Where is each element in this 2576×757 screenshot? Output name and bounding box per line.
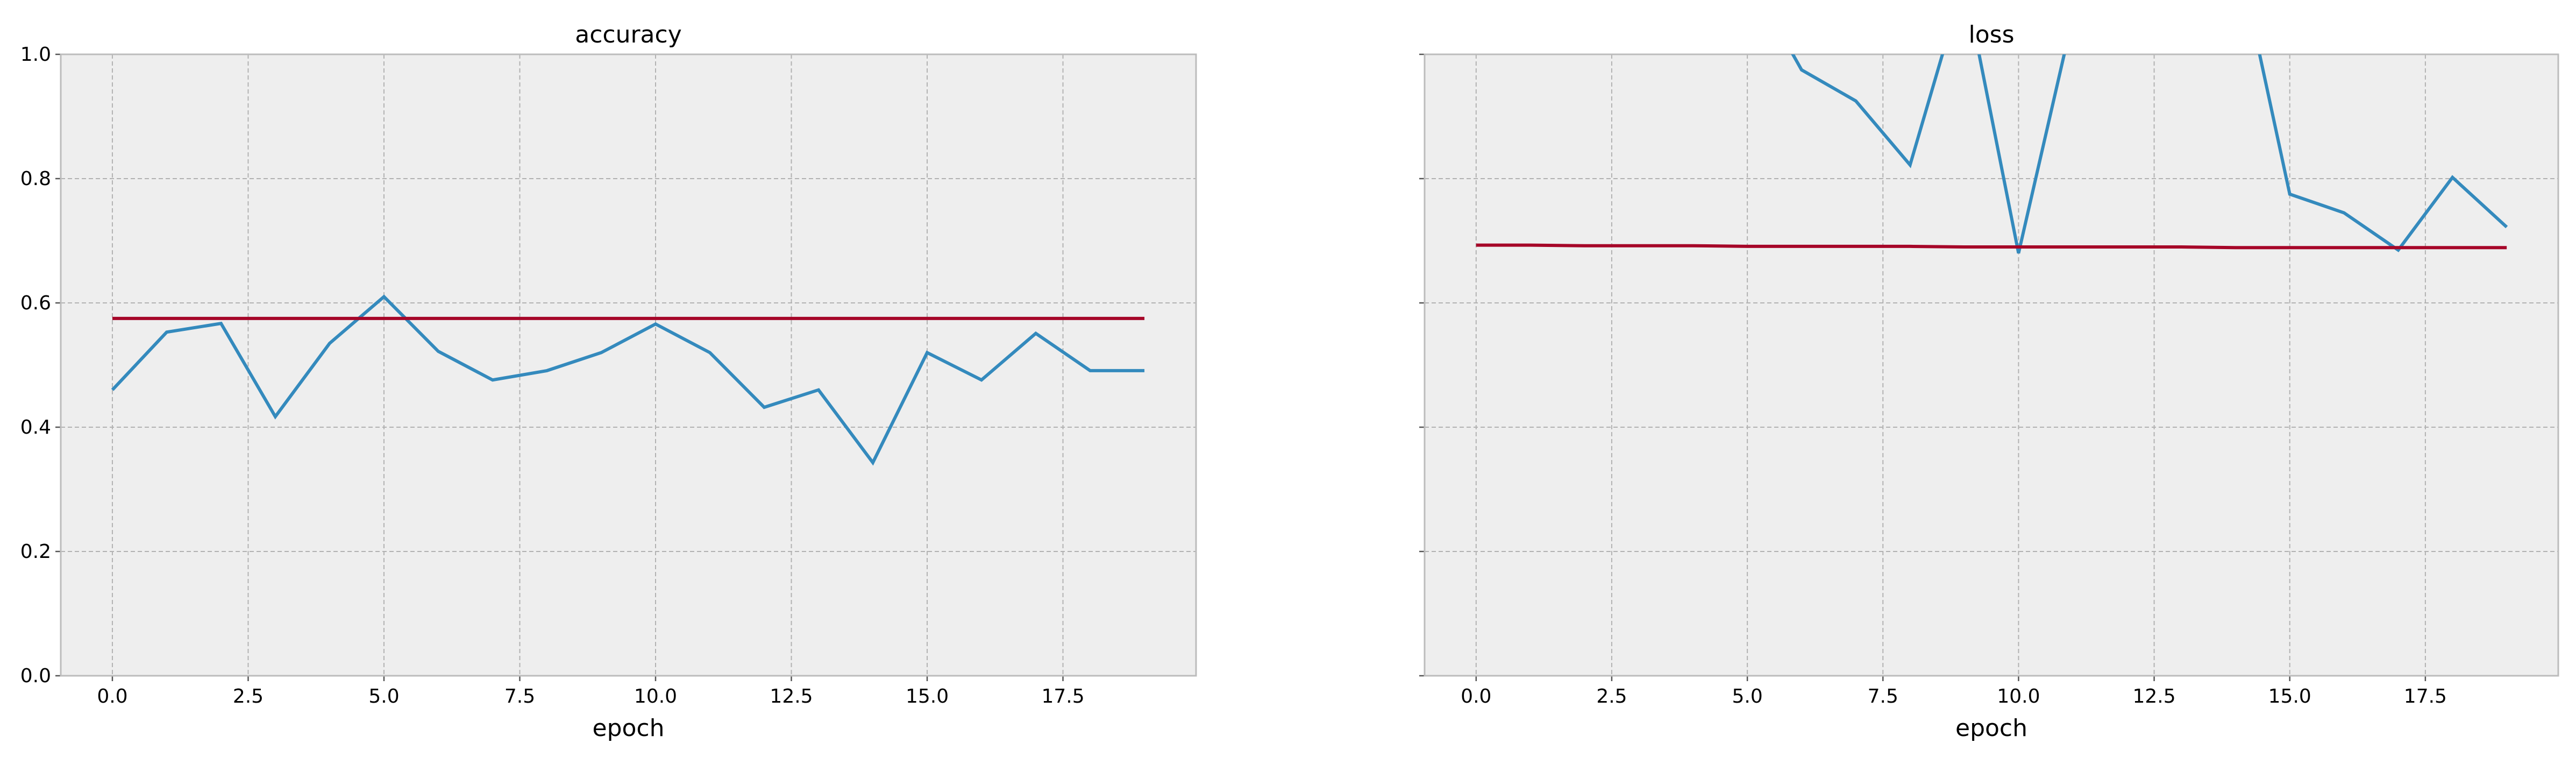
x-tick-label: 15.0 <box>2268 685 2311 708</box>
y-tick-label: 0.0 <box>20 665 51 687</box>
x-tick-label: 10.0 <box>1997 685 2040 708</box>
y-tick-label: 1.0 <box>20 44 51 66</box>
x-tick-label: 5.0 <box>368 685 399 708</box>
x-tick-label: 2.5 <box>1596 685 1627 708</box>
x-tick-label: 10.0 <box>634 685 677 708</box>
subplot: 0.0 2.5 5.0 7.5 10.0 12.5 15.0 17.5 0.0 0.2 0.4 0.6… <box>20 21 1197 742</box>
x-tick-label: 5.0 <box>1732 685 1762 708</box>
x-axis-label: epoch <box>593 714 665 742</box>
x-tick-label: 7.5 <box>1868 685 1898 708</box>
x-tick-label: 17.5 <box>1041 685 1084 708</box>
x-tick-label: 12.5 <box>2133 685 2176 708</box>
x-tick-label: 0.0 <box>1461 685 1491 708</box>
x-axis-label: epoch <box>1955 714 2027 742</box>
chart-title: accuracy <box>575 21 682 48</box>
subplot: 0.0 2.5 5.0 7.5 10.0 12.5 15.0 17.5 loss epoch <box>1419 21 2559 742</box>
x-tick-label: 15.0 <box>906 685 949 708</box>
series-line <box>1791 54 2508 254</box>
plot-border <box>60 53 1197 677</box>
y-tick-label: 0.4 <box>20 416 51 438</box>
plot-background <box>1425 54 2558 676</box>
y-tick-label: 0.6 <box>20 292 51 314</box>
x-tick-label: 7.5 <box>504 685 535 708</box>
series-line <box>1476 243 2507 250</box>
chart-title: loss <box>1969 21 2015 48</box>
y-tick-label: 0.2 <box>20 541 51 563</box>
x-tick-label: 2.5 <box>233 685 264 708</box>
x-tick-label: 12.5 <box>770 685 813 708</box>
y-tick-label: 0.8 <box>20 168 51 190</box>
plot-border <box>1424 53 2559 677</box>
plot-background <box>61 54 1196 676</box>
x-tick-label: 0.0 <box>97 685 127 708</box>
x-tick-label: 17.5 <box>2404 685 2447 708</box>
series-line <box>111 294 1145 466</box>
